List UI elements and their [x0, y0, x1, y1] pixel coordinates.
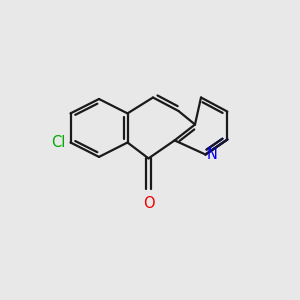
Text: O: O: [143, 196, 154, 211]
Text: Cl: Cl: [51, 135, 65, 150]
Text: N: N: [207, 147, 218, 162]
